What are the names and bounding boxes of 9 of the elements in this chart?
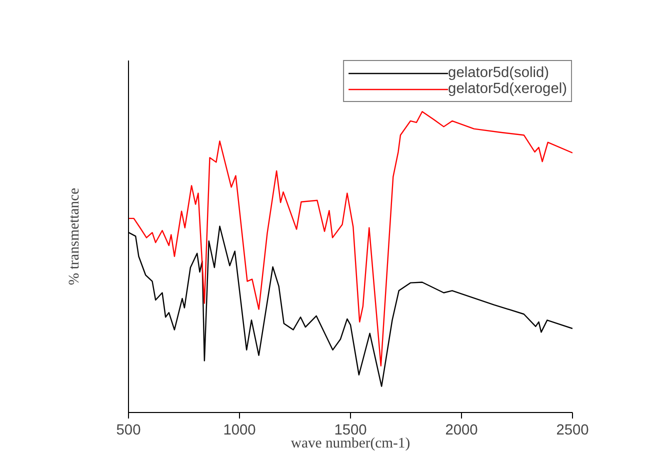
- x-tick-label: 1000: [223, 422, 256, 438]
- x-tick-label: 2500: [556, 422, 589, 438]
- series-label: gelator5d(xerogel): [448, 81, 567, 97]
- text: gelator5d(solid): [448, 65, 550, 81]
- x-tick-label: 500: [116, 422, 141, 438]
- x-tick-label: 1500: [334, 422, 367, 438]
- y-axis-title: % transmettance: [66, 188, 82, 286]
- x-tick-label: 2000: [445, 422, 478, 438]
- x-axis-title: wave number(cm-1): [290, 436, 410, 452]
